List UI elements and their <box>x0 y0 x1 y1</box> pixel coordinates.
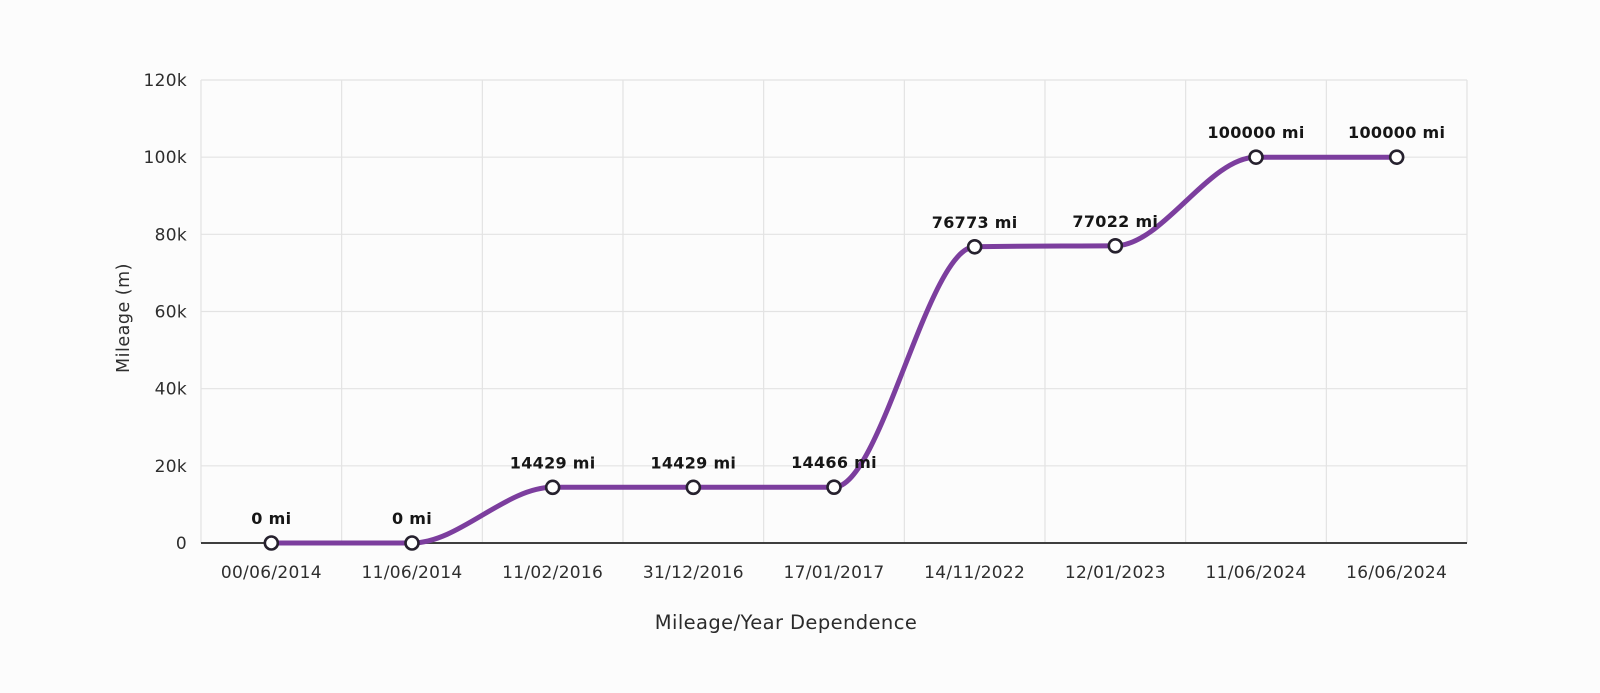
data-point-marker <box>966 238 983 255</box>
x-tick-label: 16/06/2024 <box>1346 563 1447 583</box>
x-tick-label: 11/06/2014 <box>362 563 463 583</box>
point-label: 76773 mi <box>932 213 1018 232</box>
x-tick-label: 14/11/2022 <box>924 563 1025 583</box>
y-tick-label: 0 <box>176 534 187 554</box>
x-tick-label: 17/01/2017 <box>784 563 885 583</box>
y-axis-ticks: 0 20k 40k 60k 80k 100k 120k <box>144 71 188 554</box>
x-tick-label: 00/06/2014 <box>221 563 322 583</box>
data-point-marker <box>1248 149 1264 165</box>
y-tick-label: 100k <box>144 148 188 168</box>
point-label: 77022 mi <box>1072 212 1158 231</box>
point-label: 14466 mi <box>791 453 877 472</box>
data-point-marker <box>263 535 280 551</box>
y-tick-label: 20k <box>155 457 187 477</box>
data-point-marker <box>685 479 702 496</box>
point-label: 14429 mi <box>510 453 596 472</box>
series-line <box>268 154 1400 546</box>
point-label: 100000 mi <box>1348 123 1445 142</box>
data-point-marker <box>404 535 420 551</box>
y-tick-label: 80k <box>155 225 187 245</box>
point-label: 100000 mi <box>1207 123 1304 142</box>
data-point-marker <box>544 479 561 496</box>
x-tick-label: 12/01/2023 <box>1065 563 1166 583</box>
y-axis-title: Mileage (m) <box>114 263 134 373</box>
x-tick-label: 11/02/2016 <box>502 563 603 583</box>
data-point-marker <box>1388 149 1405 165</box>
y-tick-label: 120k <box>144 71 188 91</box>
data-points: 0 mi 0 mi 14429 mi 14429 mi 14466 mi 76773 mi… <box>251 123 1445 551</box>
data-point-marker <box>826 479 842 495</box>
data-point-marker <box>1107 238 1124 254</box>
x-tick-label: 31/12/2016 <box>643 563 744 583</box>
point-label: 0 mi <box>392 509 432 528</box>
point-label: 14429 mi <box>650 453 736 472</box>
x-tick-label: 11/06/2024 <box>1206 563 1307 583</box>
x-axis-ticks: 00/06/2014 11/06/2014 11/02/2016 31/12/2016… <box>221 563 1447 583</box>
y-tick-label: 40k <box>155 380 187 400</box>
chart-title: Mileage/Year Dependence <box>654 611 918 634</box>
gridlines <box>200 79 1468 544</box>
point-label: 0 mi <box>251 509 291 528</box>
y-tick-label: 60k <box>155 303 187 323</box>
